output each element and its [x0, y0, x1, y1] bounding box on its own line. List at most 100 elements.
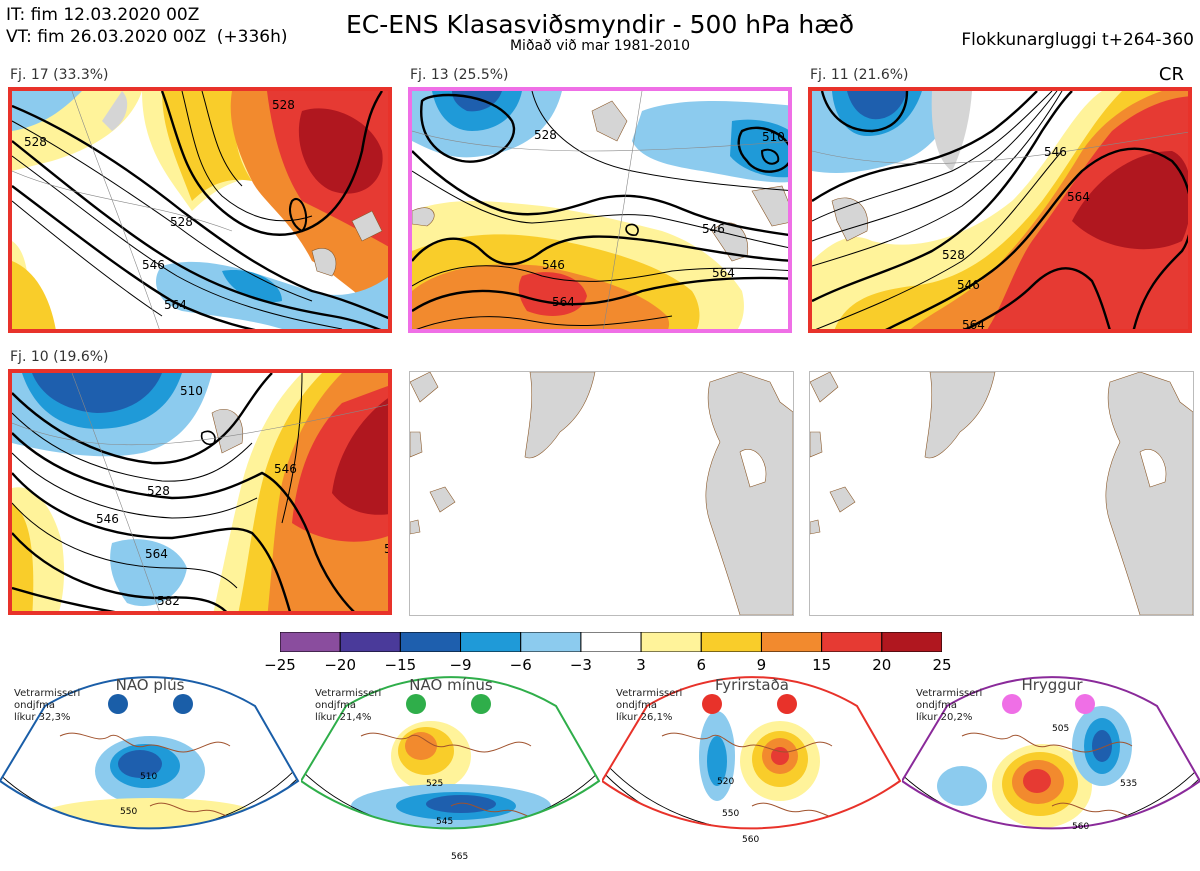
contour-label: 528 [147, 484, 170, 498]
colorbar-tick-label: −20 [324, 656, 356, 674]
regime-note-line: Vetrarmisseri [14, 688, 81, 699]
regime-contour-label: 545 [436, 817, 453, 827]
colorbar-bin [580, 632, 642, 652]
contour-label: 564 [145, 547, 168, 561]
colorbar-tick-label: −9 [449, 656, 472, 674]
colorbar-tick-label: 3 [636, 656, 646, 674]
contour-label: 510 [762, 130, 785, 144]
colorbar-tick-label: −15 [384, 656, 417, 674]
colorbar-tick-label: 6 [696, 656, 707, 674]
colorbar-bin [640, 632, 702, 652]
colorbar-tick-label: −3 [569, 656, 592, 674]
classification-window: Flokkunargluggi t+264-360 [961, 30, 1194, 50]
colorbar-tick-label: 20 [872, 656, 892, 674]
contour-label: 546 [96, 512, 119, 526]
anomaly-blob [937, 766, 987, 806]
contour-label: 546 [274, 462, 297, 476]
colorbar-bin [760, 632, 823, 652]
regime-title: NAO plús [115, 676, 185, 694]
regime-contour-label: 560 [742, 835, 759, 845]
colorbar-bin [700, 632, 762, 652]
panel-label-4: Fj. 10 (19.6%) [10, 349, 109, 365]
contour-label: 564 [1067, 190, 1090, 204]
colorbar-tick-label: 15 [812, 656, 832, 674]
colorbar [280, 632, 942, 652]
contour-label: 582 [157, 594, 180, 608]
regime-contour-label: 550 [722, 809, 739, 819]
regime-note-line: líkur 21,4% [315, 712, 372, 723]
regime-note: Vetrarmisseri ondjfma líkur 21,4% [315, 688, 381, 724]
contour-label: 528 [534, 128, 557, 142]
regime-note-line: líkur 20,2% [916, 712, 973, 723]
valid-time: VT: fim 26.03.2020 00Z (+336h) [6, 27, 288, 47]
regime-frame [902, 676, 1200, 830]
colorbar-tick-label: −25 [264, 656, 296, 674]
corner-code: CR [1158, 64, 1184, 85]
regime-contour-label: 510 [140, 772, 157, 782]
contour-label: 528 [272, 98, 295, 112]
empty-map-6 [809, 371, 1194, 616]
contour-label: 510 [180, 384, 203, 398]
contour-label: 528 [24, 135, 47, 149]
regime-note-line: líkur 32,3% [14, 712, 71, 723]
colorbar-tick-label: 25 [932, 656, 952, 674]
anomaly-blob [771, 747, 789, 765]
regime-note-line: Vetrarmisseri [916, 688, 983, 699]
cluster-map-2: 528 546 564 546 564 510 [408, 87, 792, 333]
regime-contour-label: 525 [426, 779, 443, 789]
colorbar-bin [881, 632, 942, 652]
regime-panel: 505 535 560 Hryggur Vetrarmisseri ondjfma líku… [902, 676, 1200, 871]
anomaly-blob [1023, 769, 1051, 793]
issue-time: IT: fim 12.03.2020 00Z [6, 5, 200, 25]
contour-label: 564 [552, 295, 575, 309]
regime-frame [602, 676, 902, 830]
regime-note-line: ondjfma [315, 700, 356, 711]
contour-label: 528 [170, 215, 193, 229]
anomaly-blob [1092, 730, 1112, 762]
contour-label: 564 [962, 318, 985, 332]
regime-dot [1002, 694, 1022, 714]
colorbar-bin [399, 632, 462, 652]
contour-label: 564 [712, 266, 735, 280]
panel-label-3: Fj. 11 (21.6%) [810, 67, 909, 83]
colorbar-bin [280, 632, 341, 652]
regime-dot [406, 694, 426, 714]
contour-label: 546 [542, 258, 565, 272]
cluster-map-1: 528 546 564 528 528 [8, 87, 392, 333]
regime-note-line: Vetrarmisseri [315, 688, 382, 699]
regime-dot [173, 694, 193, 714]
anomaly-blob [1037, 850, 1067, 862]
regime-title: NAO mínus [409, 676, 493, 694]
regime-contour-label: 550 [120, 807, 137, 817]
cluster-map-4: 528 546 564 582 546 564 510 [8, 369, 392, 615]
contour-label: 546 [1044, 145, 1067, 159]
contour-label: 564 [164, 298, 187, 312]
colorbar-bin [821, 632, 883, 652]
regime-contour-label: 565 [451, 852, 468, 862]
contour-label: 528 [942, 248, 965, 262]
anomaly-blob [426, 795, 496, 813]
contour-label: 546 [957, 278, 980, 292]
page-subtitle: Miðað við mar 1981-2010 [509, 38, 691, 54]
regime-note-line: ondjfma [916, 700, 957, 711]
regime-title: Hryggur [1021, 676, 1083, 694]
anomaly-blob [405, 732, 437, 760]
regime-contour-label: 505 [1052, 724, 1069, 734]
regime-frame [301, 676, 601, 830]
regime-panel: 525 545 565 NAO mínus Vetrarmisseri ondjfma lí… [301, 676, 601, 871]
panel-label-2: Fj. 13 (25.5%) [410, 67, 509, 83]
regime-frame [0, 676, 300, 830]
colorbar-tick-label: −6 [509, 656, 532, 674]
regime-note-line: ondjfma [616, 700, 657, 711]
regime-dot [777, 694, 797, 714]
anomaly-blob [707, 736, 727, 786]
colorbar-bin [339, 632, 401, 652]
regime-note-line: Vetrarmisseri [616, 688, 683, 699]
anomaly-blob [118, 750, 162, 778]
contour-label: 546 [702, 222, 725, 236]
regime-panel: 510 550 NAO plús Vetrarmisseri ondjfma líkur … [0, 676, 300, 871]
colorbar-bin [460, 632, 522, 652]
regime-dot [702, 694, 722, 714]
colorbar-bin [520, 632, 582, 652]
regime-dot [471, 694, 491, 714]
